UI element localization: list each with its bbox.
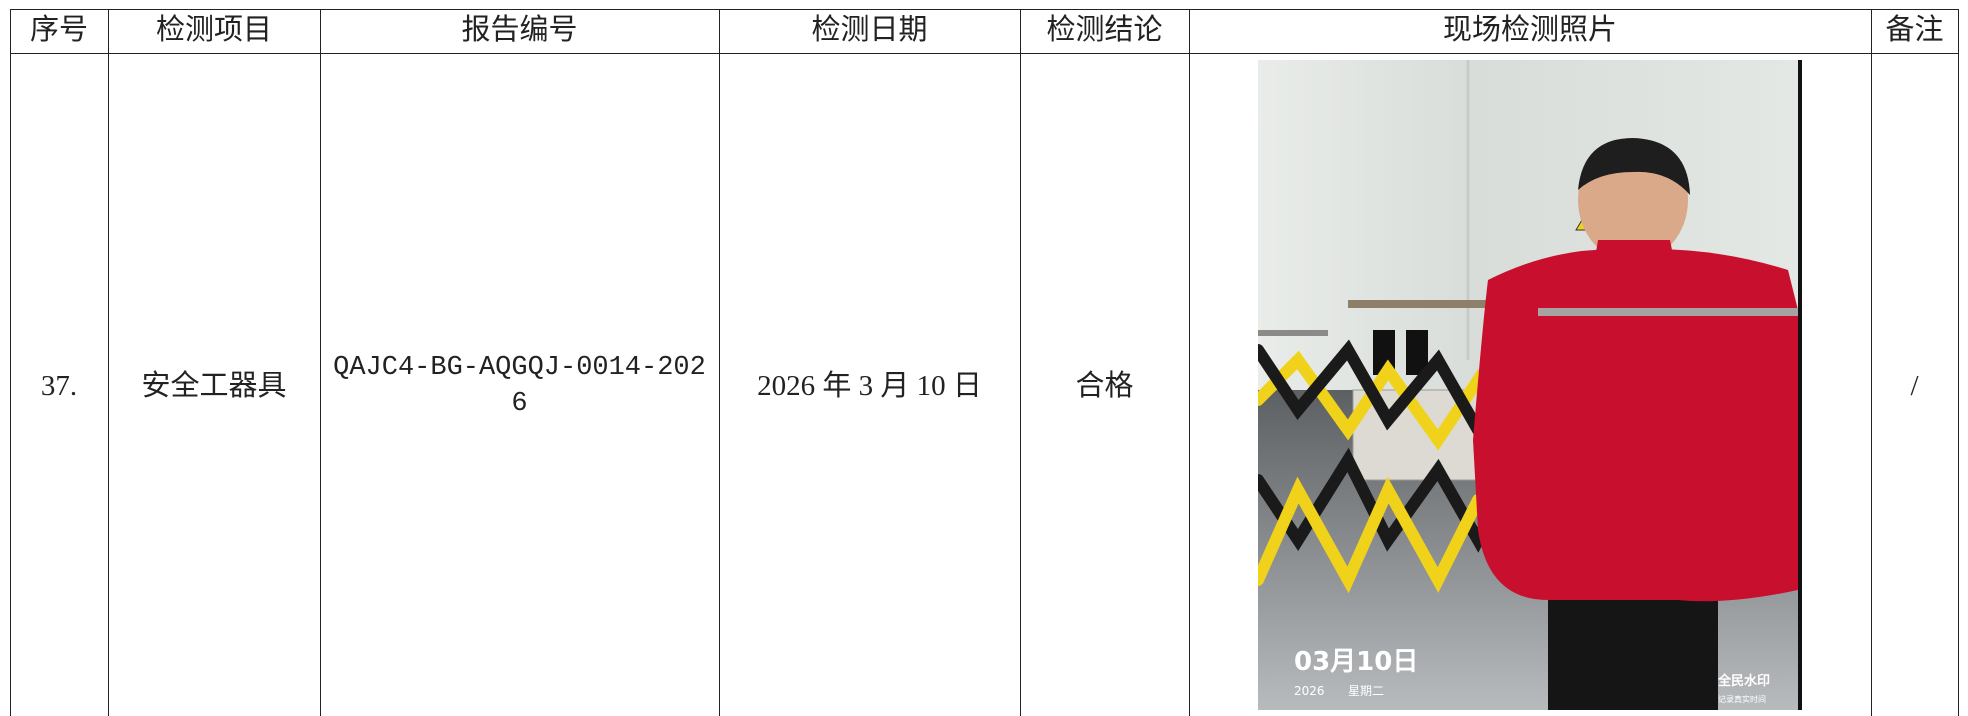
table-border	[10, 9, 1958, 10]
header-cell: 检测项目	[155, 14, 272, 47]
photo-weekday: 星期二	[1348, 684, 1384, 698]
header-cell: 报告编号	[461, 14, 578, 47]
header-cell: 检测结论	[1046, 14, 1163, 47]
photo-year: 2026	[1294, 684, 1325, 698]
table-border	[1871, 9, 1872, 716]
table-cell: QAJC4-BG-AQGQJ-0014-2026	[333, 353, 706, 419]
table-border	[320, 9, 321, 716]
table-border	[108, 9, 109, 716]
table-cell: 2026 年 3 月 10 日	[757, 369, 982, 402]
header-cell: 序号	[29, 14, 88, 47]
table-border	[1189, 9, 1190, 716]
header-cell: 现场检测照片	[1442, 14, 1617, 47]
table-border	[1020, 9, 1021, 716]
photo-brand: 全民水印	[1717, 673, 1770, 689]
table-border	[1958, 9, 1959, 716]
table-border	[719, 9, 720, 716]
header-cell: 备注	[1885, 14, 1944, 47]
table-cell: 合格	[1075, 369, 1134, 402]
site-photo: 03月10日 2026 星期二 全民水印 记录真实时间	[1258, 60, 1802, 710]
photo-date: 03月10日	[1294, 647, 1418, 677]
header-cell: 检测日期	[811, 14, 928, 47]
table-cell: 安全工器具	[141, 369, 287, 402]
table-cell: 37.	[40, 369, 78, 402]
table-cell: /	[1910, 369, 1919, 402]
table-border	[10, 9, 11, 716]
table-border	[10, 53, 1958, 54]
photo-sub: 记录真实时间	[1718, 694, 1766, 704]
